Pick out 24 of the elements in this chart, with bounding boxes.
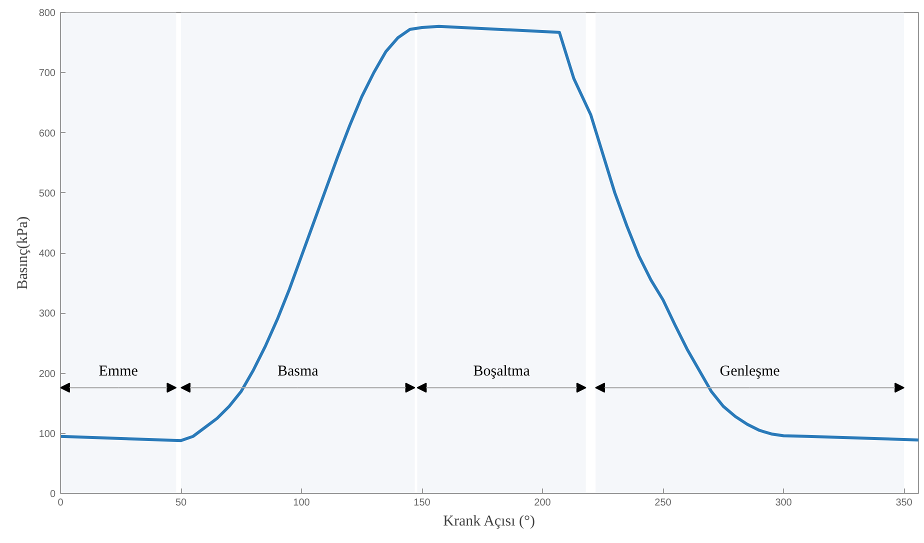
y-tick-label: 700	[38, 68, 56, 80]
y-tick-label: 300	[38, 308, 56, 320]
x-tick-label: 100	[293, 498, 310, 508]
band-label: Emme	[98, 364, 138, 380]
x-tick-label: 250	[654, 498, 672, 508]
band-label: Genleşme	[720, 364, 780, 380]
x-tick-label: 300	[775, 498, 792, 508]
y-tick-label: 100	[38, 428, 56, 440]
band-label: Boşaltma	[473, 364, 530, 380]
x-tick-label: 150	[414, 498, 431, 508]
x-axis-title: Krank Açısı (°)	[443, 514, 535, 530]
line-series	[60, 24, 918, 442]
y-axis-title: Basınç(kPa)	[14, 216, 31, 290]
band-label: Basma	[277, 364, 319, 380]
y-tick-label: 400	[38, 248, 56, 260]
y-tick-label: 200	[38, 368, 56, 380]
x-tick-label: 50	[175, 498, 188, 508]
x-tick-label: 200	[534, 498, 552, 508]
y-tick-label: 500	[38, 188, 56, 200]
y-tick-label: 600	[38, 128, 56, 140]
y-tick-label: 0	[50, 489, 56, 500]
x-tick-label: 350	[896, 498, 913, 508]
y-tick-label: 800	[38, 8, 56, 19]
x-tick-label: 0	[58, 498, 64, 508]
